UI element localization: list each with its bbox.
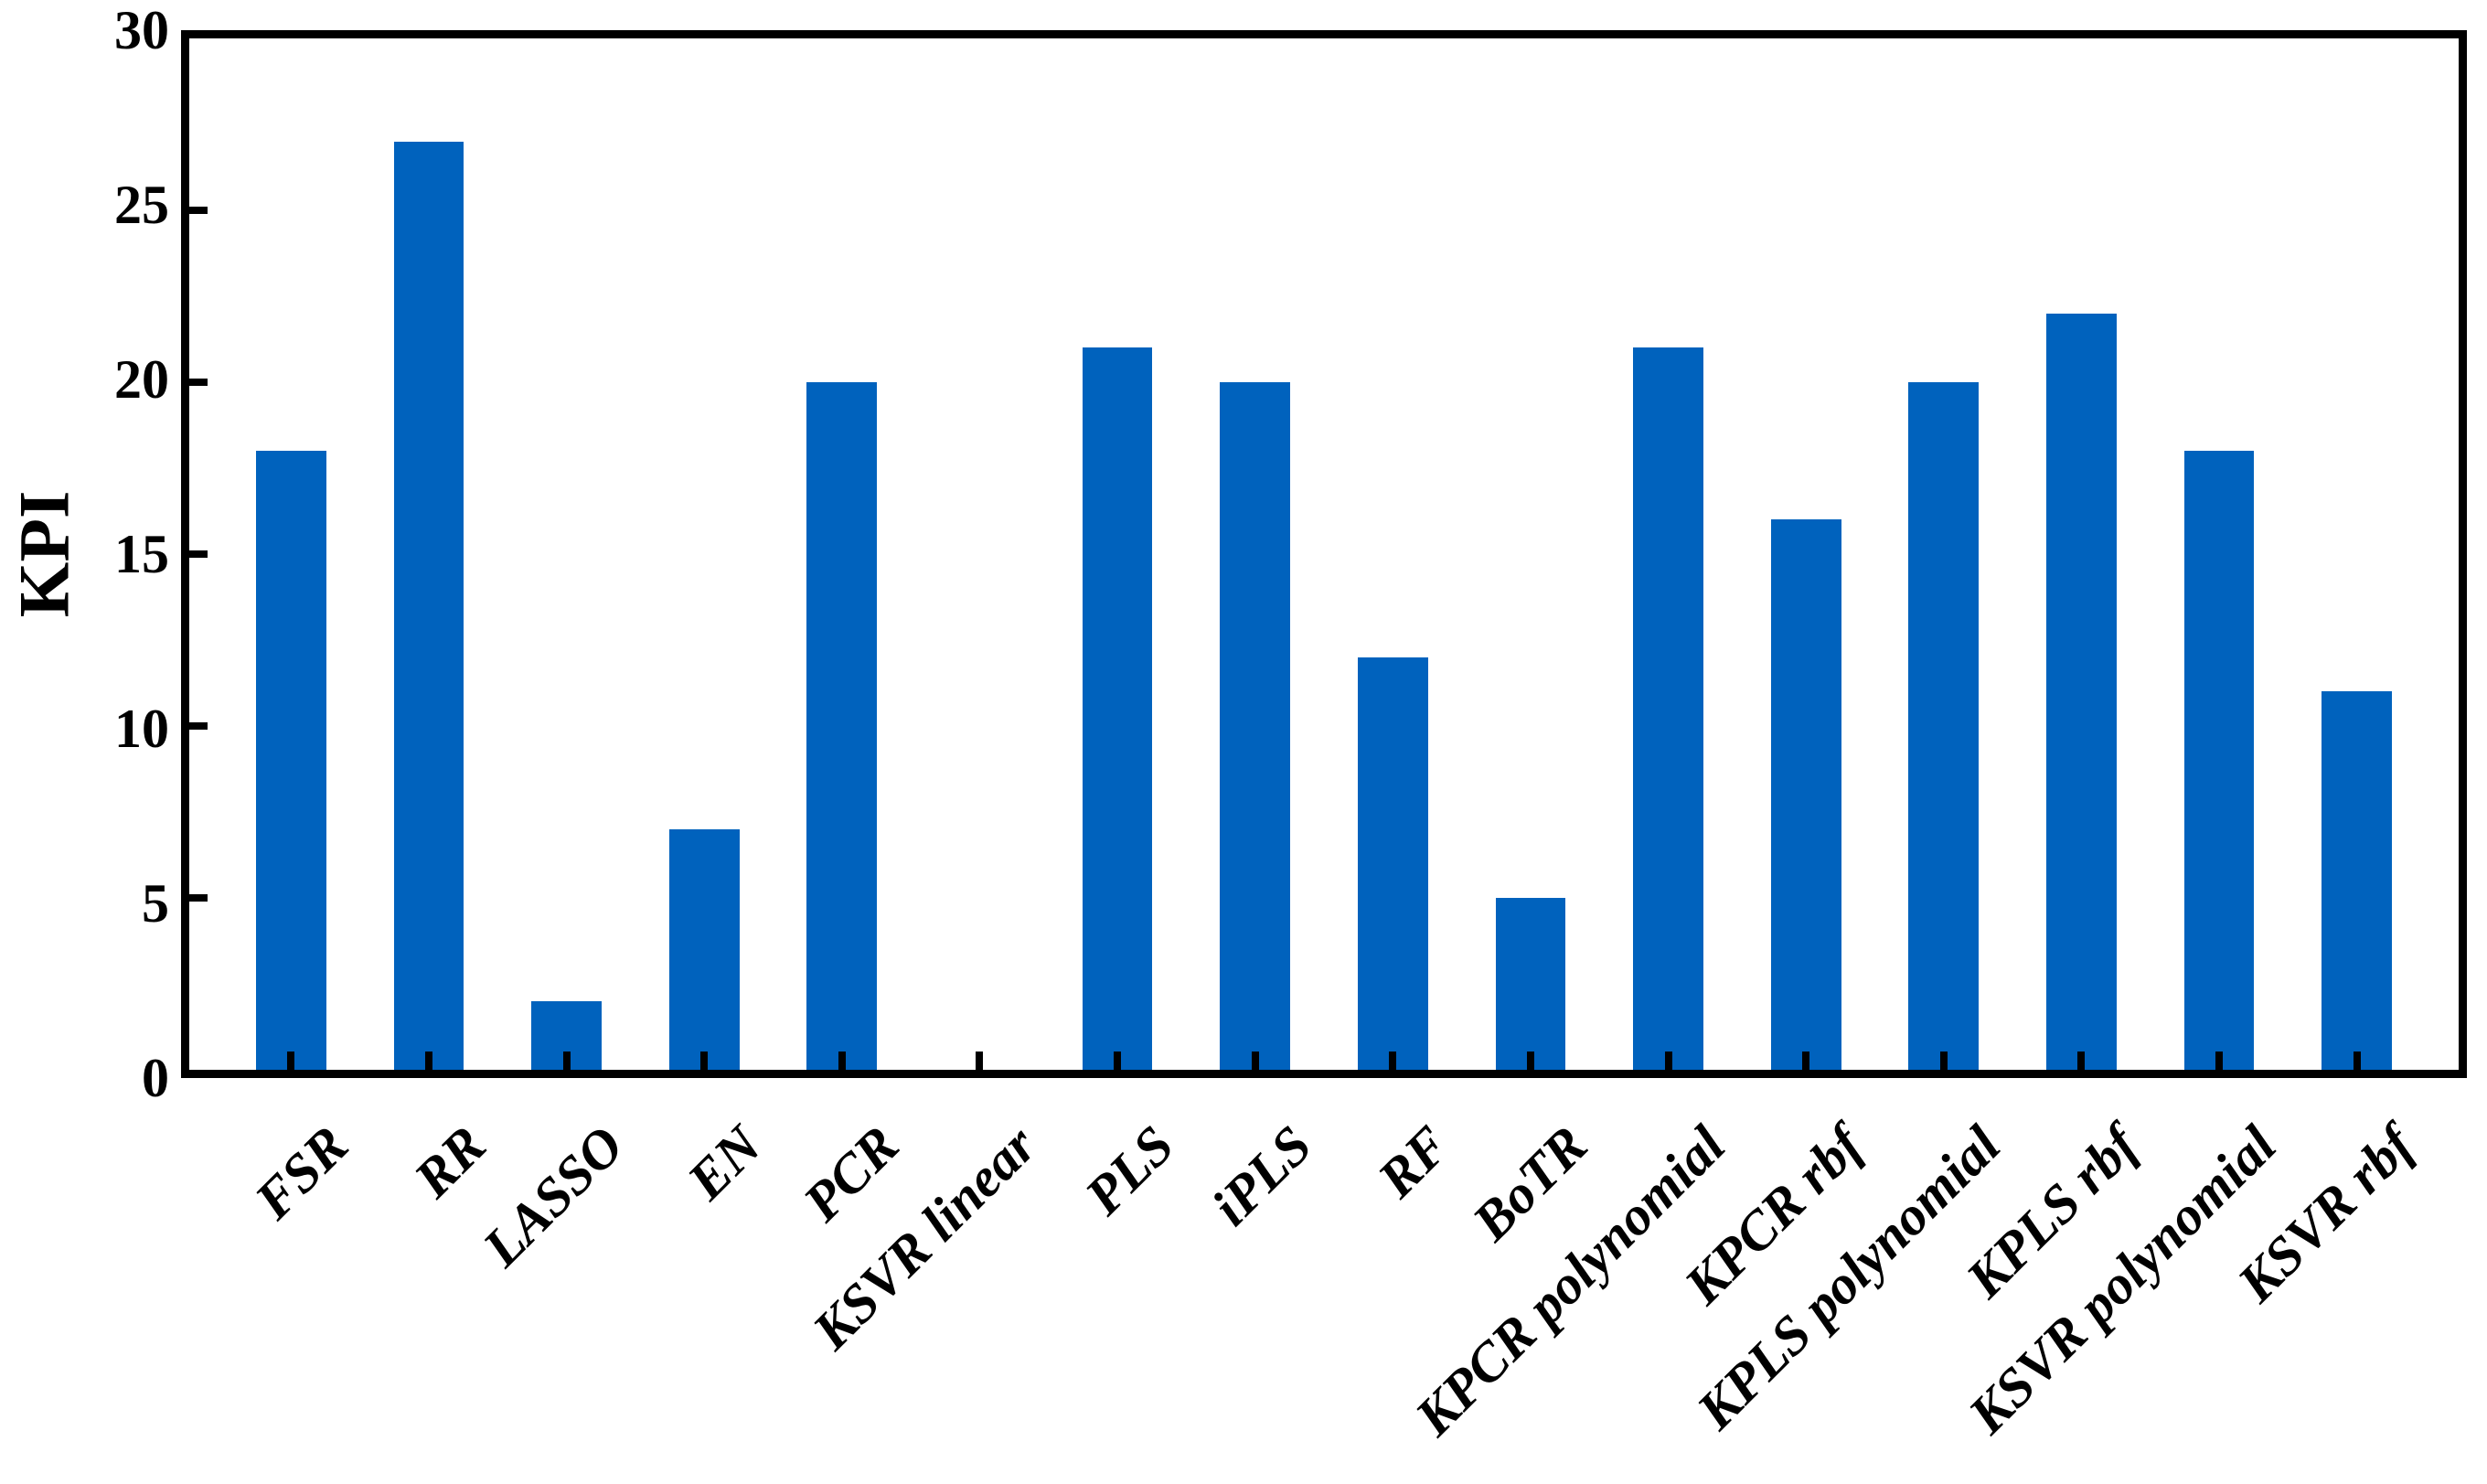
bar-slot-kpls-polynomial — [1875, 38, 2013, 1070]
x-tick-label-lasso: LASSO — [471, 1114, 635, 1278]
bar-kpls-polynomial — [1908, 382, 1980, 1070]
y-tick-mark — [189, 206, 208, 214]
y-tick-label: 0 — [142, 1048, 169, 1108]
bar-slot-pcr — [774, 38, 912, 1070]
x-tick-mark — [287, 1052, 295, 1070]
bar-rf — [1357, 657, 1428, 1070]
bar-rr — [393, 141, 464, 1070]
bar-ksvr-rbf — [2322, 691, 2393, 1070]
bar-slot-fsr — [222, 38, 360, 1070]
x-tick-mark — [424, 1052, 432, 1070]
bar-ipls — [1220, 382, 1291, 1070]
y-tick-label: 15 — [114, 524, 169, 584]
bar-slot-rf — [1324, 38, 1462, 1070]
x-tick-mark — [1251, 1052, 1259, 1070]
x-axis-tick-labels: FSR RR LASSO EN PCR KSVR linear PLS iPLS RF BoTR K… — [181, 1078, 2467, 1484]
x-tick-label-pcr: PCR — [792, 1114, 911, 1233]
bar-slot-rr — [360, 38, 498, 1070]
y-tick-label: 25 — [114, 175, 169, 235]
x-tick-label-fsr: FSR — [242, 1114, 359, 1231]
bar-botr — [1495, 898, 1566, 1070]
y-tick-mark — [189, 550, 208, 558]
bar-slot-ipls — [1186, 38, 1324, 1070]
bar-slot-ksvr-rbf — [2288, 38, 2426, 1070]
x-tick-mark — [700, 1052, 709, 1070]
x-tick-mark — [1389, 1052, 1397, 1070]
y-tick-label: 30 — [114, 0, 169, 60]
bars-layer — [189, 38, 2459, 1070]
bar-slot-botr — [1462, 38, 1600, 1070]
bar-pls — [1082, 347, 1153, 1070]
x-tick-label-en: EN — [676, 1114, 773, 1212]
x-tick-mark — [2215, 1052, 2224, 1070]
y-tick-label: 20 — [114, 349, 169, 410]
bar-en — [668, 828, 740, 1070]
bar-slot-en — [635, 38, 774, 1070]
x-tick-mark — [1802, 1052, 1810, 1070]
y-tick-mark — [189, 894, 208, 902]
bar-kpcr-polynomial — [1633, 347, 1703, 1070]
y-axis-tick-labels: 0 5 10 15 20 25 30 — [0, 3, 169, 1105]
x-tick-mark — [1114, 1052, 1122, 1070]
x-tick-label-ipls: iPLS — [1201, 1114, 1324, 1237]
y-tick-mark — [189, 721, 208, 730]
y-tick-label: 5 — [142, 873, 169, 934]
bar-ksvr-polynomial — [2183, 451, 2255, 1070]
x-tick-label-pls: PLS — [1073, 1114, 1186, 1226]
bar-kpcr-rbf — [1770, 519, 1841, 1070]
bar-kpls-rbf — [2046, 313, 2117, 1070]
bar-fsr — [255, 451, 326, 1070]
bar-slot-pls — [1049, 38, 1187, 1070]
bar-slot-kpcr-polynomial — [1599, 38, 1737, 1070]
y-tick-mark — [189, 378, 208, 386]
x-tick-mark — [2353, 1052, 2361, 1070]
x-tick-mark — [2077, 1052, 2086, 1070]
x-tick-mark — [1939, 1052, 1948, 1070]
x-tick-mark — [562, 1052, 571, 1070]
bar-slot-ksvr-linear — [911, 38, 1049, 1070]
bar-slot-lasso — [497, 38, 635, 1070]
bar-slot-kpcr-rbf — [1737, 38, 1875, 1070]
y-tick-label: 10 — [114, 699, 169, 759]
x-tick-mark — [1526, 1052, 1534, 1070]
plot-area — [181, 30, 2467, 1078]
bar-slot-ksvr-polynomial — [2151, 38, 2289, 1070]
x-tick-mark — [838, 1052, 846, 1070]
bar-slot-kpls-rbf — [2012, 38, 2151, 1070]
x-tick-label-rf: RF — [1366, 1114, 1461, 1210]
x-tick-label-rr: RR — [402, 1114, 497, 1210]
bar-pcr — [806, 382, 878, 1070]
x-tick-mark — [976, 1052, 984, 1070]
x-tick-mark — [1664, 1052, 1672, 1070]
